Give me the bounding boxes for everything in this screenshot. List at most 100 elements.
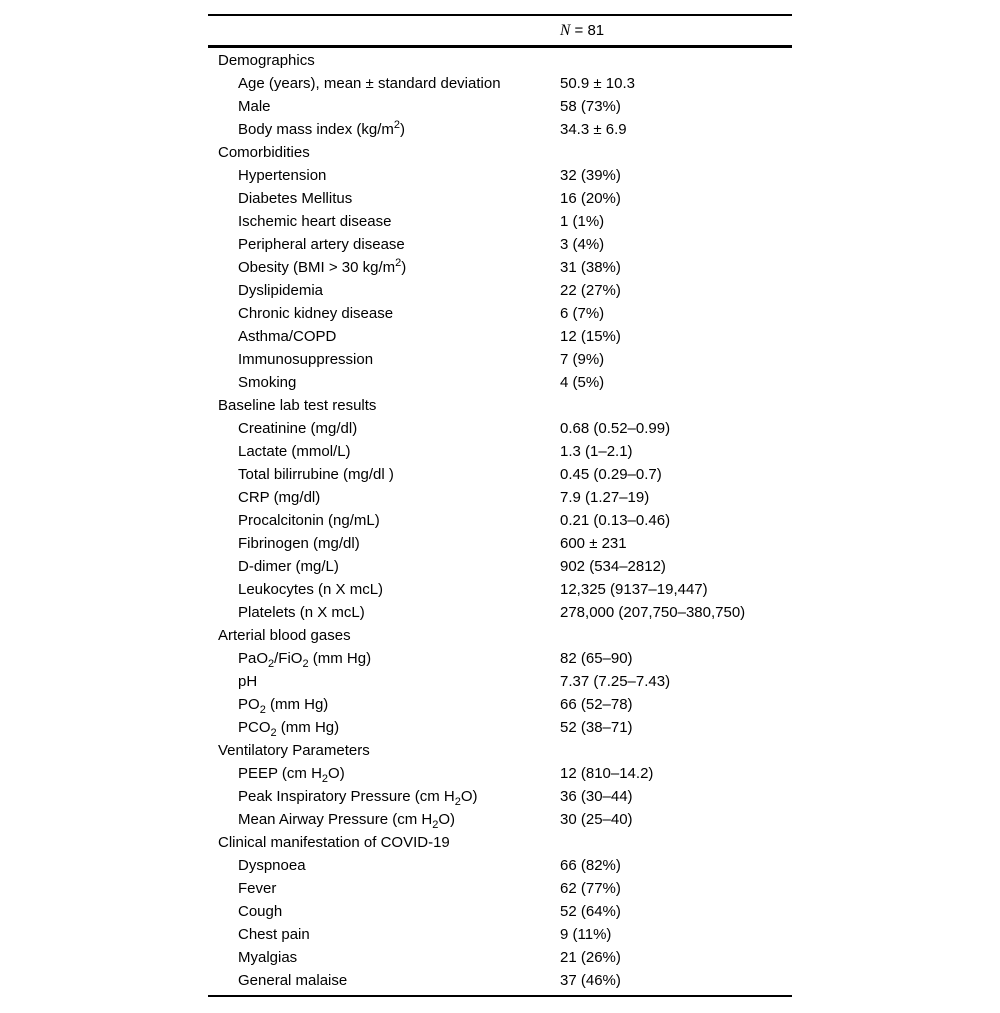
row-label: Ischemic heart disease: [238, 213, 392, 230]
table-row: PCO2 (mm Hg) 52 (38–71): [208, 716, 792, 739]
row-value: 1.3 (1–2.1): [560, 443, 633, 460]
row-label: Mean Airway Pressure (cm H2O): [238, 811, 456, 831]
table-row: Lactate (mmol/L) 1.3 (1–2.1): [208, 440, 792, 463]
row-value: 1 (1%): [560, 213, 605, 230]
table-row: Dyspnoea 66 (82%): [208, 854, 792, 877]
table-row: PO2 (mm Hg) 66 (52–78): [208, 693, 792, 716]
row-value: 30 (25–40): [560, 811, 633, 828]
table-row: CRP (mg/dl) 7.9 (1.27–19): [208, 486, 792, 509]
row-value: 21 (26%): [560, 949, 621, 966]
row-label: Diabetes Mellitus: [238, 190, 353, 207]
row-label: Leukocytes (n X mcL): [238, 581, 384, 598]
row-label: Chronic kidney disease: [238, 305, 394, 322]
table-row: Body mass index (kg/m2) 34.3 ± 6.9: [208, 118, 792, 141]
row-value: 22 (27%): [560, 282, 621, 299]
row-value: 902 (534–2812): [560, 558, 666, 575]
row-label: General malaise: [238, 972, 348, 989]
row-label: Myalgias: [238, 949, 298, 966]
table-section-row: Clinical manifestation of COVID-19: [208, 831, 792, 854]
row-label: CRP (mg/dl): [238, 489, 321, 506]
table-row: D-dimer (mg/L) 902 (534–2812): [208, 555, 792, 578]
row-label: Lactate (mmol/L): [238, 443, 351, 460]
row-value: 7.9 (1.27–19): [560, 489, 650, 506]
table-row: PaO2/FiO2 (mm Hg) 82 (65–90): [208, 647, 792, 670]
table-row: Chronic kidney disease 6 (7%): [208, 302, 792, 325]
row-value: 82 (65–90): [560, 650, 633, 667]
row-value: 7 (9%): [560, 351, 605, 368]
row-value: 36 (30–44): [560, 788, 633, 805]
row-label: Demographics: [218, 52, 315, 69]
table-row: Chest pain 9 (11%): [208, 923, 792, 946]
row-value: 278,000 (207,750–380,750): [560, 604, 746, 621]
row-label: Smoking: [238, 374, 297, 391]
row-value: 0.21 (0.13–0.46): [560, 512, 671, 529]
row-value: 66 (52–78): [560, 696, 633, 713]
row-value: 12,325 (9137–19,447): [560, 581, 708, 598]
row-label: Dyspnoea: [238, 857, 306, 874]
row-label: Body mass index (kg/m2): [238, 119, 406, 139]
row-label: Male: [238, 98, 271, 115]
table-row: Asthma/COPD 12 (15%): [208, 325, 792, 348]
table-row: Procalcitonin (ng/mL) 0.21 (0.13–0.46): [208, 509, 792, 532]
row-value: 600 ± 231: [560, 535, 627, 552]
table-row: Immunosuppression 7 (9%): [208, 348, 792, 371]
row-label: Immunosuppression: [238, 351, 374, 368]
table-row: Total bilirrubine (mg/dl ) 0.45 (0.29–0.7…: [208, 463, 792, 486]
table-row: Fibrinogen (mg/dl) 600 ± 231: [208, 532, 792, 555]
table-row: pH 7.37 (7.25–7.43): [208, 670, 792, 693]
row-label: Fibrinogen (mg/dl): [238, 535, 360, 552]
table-row: Dyslipidemia 22 (27%): [208, 279, 792, 302]
row-value: 62 (77%): [560, 880, 621, 897]
row-label: Fever: [238, 880, 277, 897]
table-section-row: Baseline lab test results: [208, 394, 792, 417]
table-bottom-rule: [208, 995, 792, 997]
row-value: 34.3 ± 6.9: [560, 121, 627, 138]
row-value: 7.37 (7.25–7.43): [560, 673, 671, 690]
row-value: 16 (20%): [560, 190, 621, 207]
row-label: Age (years), mean ± standard deviation: [238, 75, 501, 92]
row-label: Creatinine (mg/dl): [238, 420, 358, 437]
table-section-row: Arterial blood gases: [208, 624, 792, 647]
table-row: Leukocytes (n X mcL) 12,325 (9137–19,447): [208, 578, 792, 601]
table-row: Male 58 (73%): [208, 95, 792, 118]
row-label: Ventilatory Parameters: [218, 742, 370, 759]
table-row: General malaise 37 (46%): [208, 969, 792, 992]
row-value: 66 (82%): [560, 857, 621, 874]
table-row: Cough 52 (64%): [208, 900, 792, 923]
row-label: pH: [238, 673, 258, 690]
row-value: 12 (810–14.2): [560, 765, 654, 782]
row-label: Dyslipidemia: [238, 282, 324, 299]
table-section-row: Demographics: [208, 49, 792, 72]
table-body: Demographics Age (years), mean ± standard…: [208, 49, 792, 992]
table-row: Fever 62 (77%): [208, 877, 792, 900]
row-value: 31 (38%): [560, 259, 621, 276]
row-label: Asthma/COPD: [238, 328, 337, 345]
column-header-n: N = 81: [560, 16, 604, 45]
row-value: 50.9 ± 10.3: [560, 75, 635, 92]
row-label: Comorbidities: [218, 144, 310, 161]
table-row: Peak Inspiratory Pressure (cm H2O) 36 (30…: [208, 785, 792, 808]
row-label: Peak Inspiratory Pressure (cm H2O): [238, 788, 478, 808]
table-row: Myalgias 21 (26%): [208, 946, 792, 969]
row-value: 0.45 (0.29–0.7): [560, 466, 662, 483]
row-label: Obesity (BMI > 30 kg/m2): [238, 257, 407, 277]
table-top-rule: [208, 14, 792, 16]
row-label: Procalcitonin (ng/mL): [238, 512, 380, 529]
row-value: 52 (64%): [560, 903, 621, 920]
n-value: = 81: [570, 22, 605, 39]
row-label: Chest pain: [238, 926, 310, 943]
row-label: Total bilirrubine (mg/dl ): [238, 466, 394, 483]
row-label: Hypertension: [238, 167, 327, 184]
table-row: Peripheral artery disease 3 (4%): [208, 233, 792, 256]
table-row: Smoking 4 (5%): [208, 371, 792, 394]
table-row: Mean Airway Pressure (cm H2O) 30 (25–40): [208, 808, 792, 831]
table-header-row: N = 81: [208, 16, 792, 45]
row-value: 0.68 (0.52–0.99): [560, 420, 671, 437]
row-label: Clinical manifestation of COVID-19: [218, 834, 450, 851]
row-label: PCO2 (mm Hg): [238, 719, 340, 739]
row-value: 58 (73%): [560, 98, 621, 115]
row-label: Arterial blood gases: [218, 627, 351, 644]
row-label: PEEP (cm H2O): [238, 765, 345, 785]
table-section-row: Comorbidities: [208, 141, 792, 164]
